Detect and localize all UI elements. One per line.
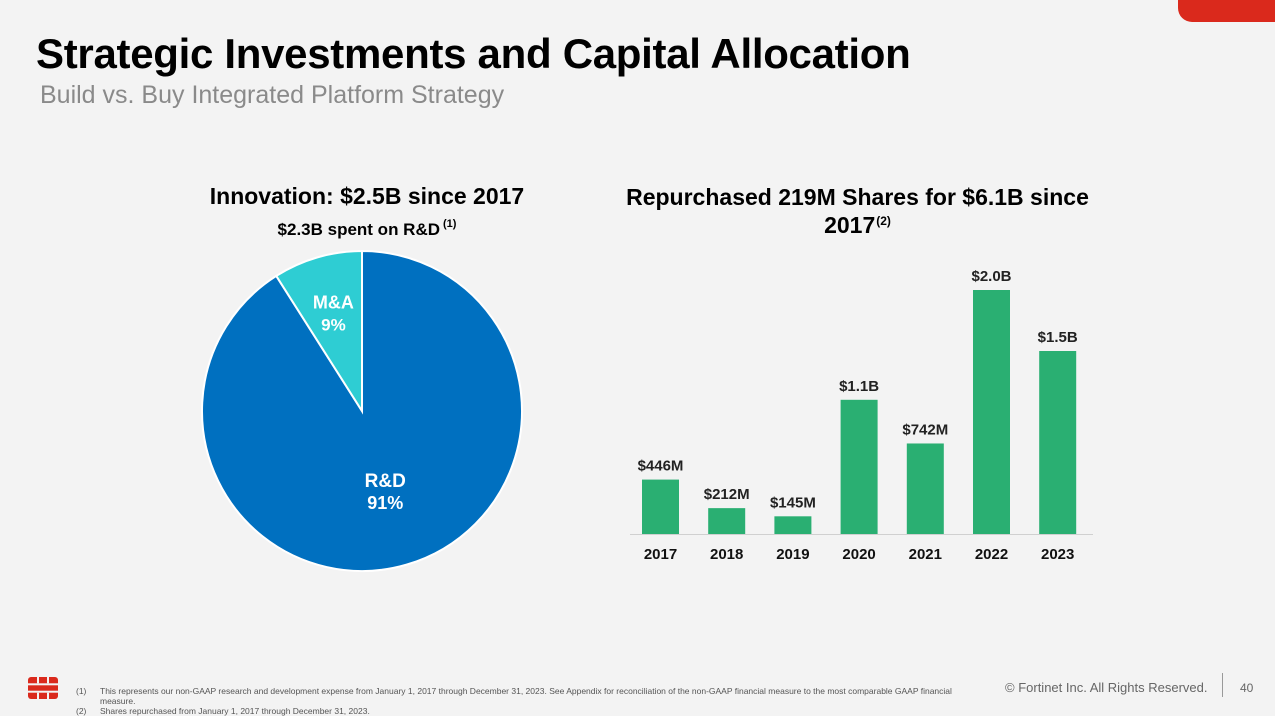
footnote-1: (1) This represents our non-GAAP researc… xyxy=(76,686,986,706)
bar-category-label-2019: 2019 xyxy=(776,546,809,563)
bar-category-label-2022: 2022 xyxy=(975,546,1008,563)
bar-2017 xyxy=(642,479,679,534)
page-number: 40 xyxy=(1240,681,1254,695)
bar-category-label-2020: 2020 xyxy=(842,546,875,563)
bar-2021 xyxy=(906,443,944,534)
bar-value-label-2023: $1.5B xyxy=(1038,329,1078,346)
bar-value-label-2017: $446M xyxy=(638,458,684,475)
bar-2020 xyxy=(840,399,878,534)
bar-2022 xyxy=(973,290,1010,534)
pie-chart: R&D91% M&A 9% xyxy=(201,249,523,572)
footnote-2-number: (2) xyxy=(76,706,87,716)
bar-value-label-2021: $742M xyxy=(902,421,948,438)
footnotes: (1) This represents our non-GAAP researc… xyxy=(76,686,986,716)
bar-footnote-ref: (2) xyxy=(876,214,891,228)
bar-2023 xyxy=(1039,351,1077,534)
bar-2019 xyxy=(774,516,812,534)
bar-category-label-2023: 2023 xyxy=(1041,546,1074,563)
footer-divider xyxy=(1222,673,1223,697)
footnote-2-text: Shares repurchased from January 1, 2017 … xyxy=(100,706,370,716)
pie-value-rd: 91% xyxy=(367,493,403,513)
bar-category-label-2018: 2018 xyxy=(710,546,743,563)
pie-label-ma: M&A xyxy=(313,293,354,313)
bar-category-label-2021: 2021 xyxy=(909,546,942,563)
bar-chart-title: Repurchased 219M Shares for $6.1B since … xyxy=(626,184,1089,238)
footnote-2: (2) Shares repurchased from January 1, 2… xyxy=(76,706,986,716)
pie-chart-subtitle: $2.3B spent on R&D (1) xyxy=(277,218,457,239)
bar-value-label-2019: $145M xyxy=(770,494,816,511)
footnote-1-text: This represents our non-GAAP research an… xyxy=(100,686,952,706)
bar-2018 xyxy=(708,508,746,534)
copyright-notice: © Fortinet Inc. All Rights Reserved. xyxy=(1005,680,1208,695)
pie-value-ma: 9% xyxy=(321,316,346,335)
bar-value-label-2020: $1.1B xyxy=(839,378,879,395)
pie-footnote-ref: (1) xyxy=(443,218,457,230)
fortinet-logo-icon xyxy=(28,677,58,699)
pie-label-rd: R&D xyxy=(365,471,406,492)
page-title: Strategic Investments and Capital Alloca… xyxy=(36,30,911,77)
page-subtitle: Build vs. Buy Integrated Platform Strate… xyxy=(40,81,505,109)
bar-value-label-2018: $212M xyxy=(704,486,750,503)
bar-value-label-2022: $2.0B xyxy=(971,268,1011,285)
pie-chart-title: Innovation: $2.5B since 2017 xyxy=(209,183,525,209)
bar-category-label-2017: 2017 xyxy=(644,546,677,563)
footnote-1-number: (1) xyxy=(76,686,87,696)
bar-chart: $446M 2017 $212M 2018 $145M 2019 $1.1B 2020 $742… xyxy=(630,268,1093,563)
pie-slice-ma xyxy=(274,249,363,415)
corner-accent-tab xyxy=(1178,0,1275,22)
